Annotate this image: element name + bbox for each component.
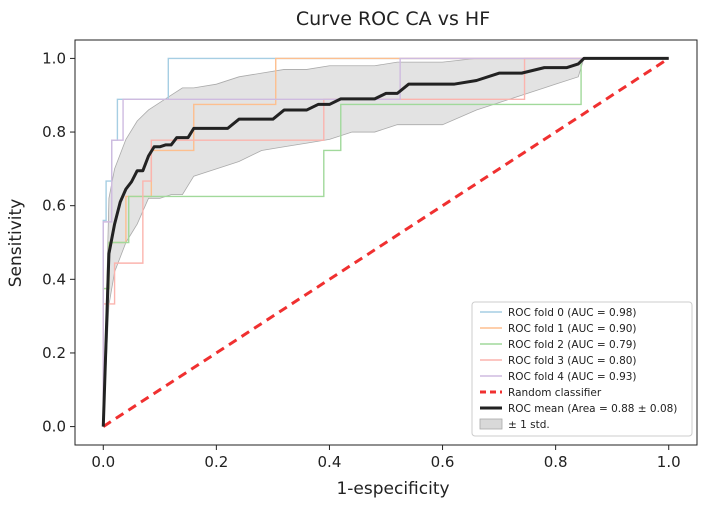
y-axis-ticks: 0.0 0.2 0.4 0.6 0.8 1.0 bbox=[42, 49, 75, 436]
y-tick-label: 0.4 bbox=[42, 270, 66, 288]
x-tick-label: 0.0 bbox=[91, 453, 115, 471]
x-tick-label: 0.6 bbox=[431, 453, 455, 471]
x-tick-label: 1.0 bbox=[657, 453, 681, 471]
roc-mean-line bbox=[101, 56, 669, 427]
legend-entry: ROC mean (Area = 0.88 ± 0.08) bbox=[508, 403, 677, 415]
std-band bbox=[102, 58, 669, 427]
plot-area-frame bbox=[74, 39, 698, 446]
std-band-layer bbox=[102, 58, 669, 427]
legend-entry: ± 1 std. bbox=[508, 419, 550, 431]
series-layer bbox=[101, 56, 670, 428]
random-classifier-line bbox=[102, 57, 670, 428]
y-tick-label: 0.8 bbox=[42, 123, 66, 141]
legend-box bbox=[471, 301, 693, 437]
x-tick-label: 0.4 bbox=[318, 453, 342, 471]
chart-title: Curve ROC CA vs HF bbox=[296, 8, 490, 30]
roc-fold-4-line bbox=[102, 57, 669, 427]
legend-entry: ROC fold 2 (AUC = 0.79) bbox=[508, 339, 637, 351]
legend-swatch bbox=[479, 418, 503, 430]
legend: ROC fold 0 (AUC = 0.98) ROC fold 1 (AUC =… bbox=[471, 301, 693, 437]
legend-entry: ROC fold 4 (AUC = 0.93) bbox=[508, 371, 637, 383]
y-tick-label: 0.0 bbox=[42, 418, 66, 436]
x-axis-label: 1-especificity bbox=[336, 479, 449, 499]
y-axis-label: Sensitivity bbox=[6, 199, 26, 288]
x-tick-label: 0.2 bbox=[204, 453, 228, 471]
y-tick-label: 0.6 bbox=[42, 197, 66, 215]
x-axis-ticks: 0.0 0.2 0.4 0.6 0.8 1.0 bbox=[91, 445, 681, 471]
x-tick-label: 0.8 bbox=[544, 453, 568, 471]
y-tick-label: 1.0 bbox=[42, 49, 66, 67]
legend-entry: ROC fold 0 (AUC = 0.98) bbox=[508, 307, 637, 319]
legend-entry: ROC fold 1 (AUC = 0.90) bbox=[508, 323, 637, 335]
y-tick-label: 0.2 bbox=[42, 344, 66, 362]
legend-entry: Random classifier bbox=[508, 387, 602, 399]
legend-entry: ROC fold 3 (AUC = 0.80) bbox=[508, 355, 637, 367]
